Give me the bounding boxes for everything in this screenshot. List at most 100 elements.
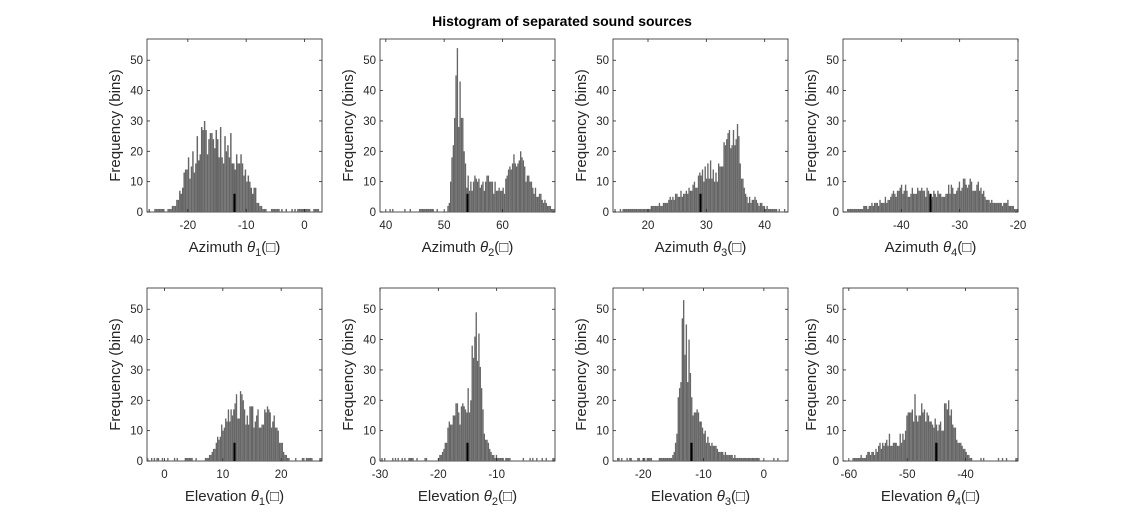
histogram-bar: [891, 445, 893, 461]
histogram-bar: [463, 406, 465, 461]
histogram-bar: [968, 184, 970, 212]
histogram-bar: [683, 193, 685, 212]
histogram-bar: [160, 208, 162, 212]
histogram-bar: [692, 184, 694, 212]
histogram-bar: [696, 187, 698, 212]
histogram-bar: [746, 196, 748, 212]
histogram-bar: [882, 442, 884, 461]
histogram-bar: [917, 421, 919, 461]
histogram-bar: [1001, 457, 1004, 461]
histogram-bar: [641, 208, 643, 212]
histogram-bar: [892, 442, 895, 461]
histogram-bar: [243, 409, 246, 461]
histogram-bar: [921, 403, 923, 461]
histogram-bar: [221, 157, 223, 212]
subplot-el4: 0 10 20 30 40 50 -60 -50 -40 Frequency (bins) Elev…: [803, 287, 1019, 508]
histogram-bar: [510, 169, 512, 212]
x-tick-label: 0: [301, 220, 307, 232]
histogram-bar: [718, 451, 720, 461]
histogram-bar: [703, 433, 705, 461]
histogram-bar: [716, 181, 718, 212]
histogram-bar: [427, 208, 429, 212]
histogram-bar: [700, 421, 702, 461]
histogram-bar: [249, 181, 251, 212]
histogram-bar: [483, 190, 485, 212]
histogram-bar: [538, 193, 541, 212]
histogram-bar: [472, 357, 475, 461]
histogram-bar: [186, 457, 188, 461]
histogram-bar: [724, 145, 727, 212]
histogram-bar: [677, 397, 679, 461]
histogram-bar: [314, 208, 317, 212]
histogram-bar: [230, 409, 232, 461]
histogram-bar: [875, 448, 877, 461]
histogram-bar: [507, 457, 510, 461]
x-tick-label: 10: [216, 469, 229, 481]
histogram-bar: [214, 148, 216, 212]
histogram-bar: [246, 415, 248, 461]
histogram-bar: [898, 445, 900, 461]
histogram-bar: [249, 406, 251, 461]
histogram-bar: [859, 457, 861, 461]
histogram-bar: [989, 202, 992, 212]
histogram-bar: [977, 181, 979, 212]
y-tick-label: 40: [596, 86, 609, 98]
histogram-bar: [490, 451, 492, 461]
histogram-bar: [987, 199, 989, 212]
histogram-bar: [732, 130, 735, 212]
histogram-bar: [894, 442, 896, 461]
histogram-bar: [264, 409, 266, 461]
histogram-bar: [212, 448, 215, 461]
histogram-bar: [275, 208, 277, 212]
histogram-bar: [637, 208, 639, 212]
histogram-bar: [687, 193, 689, 212]
histogram-bar: [863, 205, 865, 212]
histogram-bar: [873, 202, 876, 212]
histogram-bar: [1008, 205, 1010, 212]
histogram-bar: [305, 457, 308, 461]
histogram-bar: [190, 457, 192, 461]
histogram-bar: [735, 457, 737, 461]
histogram-bar: [493, 193, 495, 212]
histogram-bar: [747, 202, 749, 212]
histogram-bar: [859, 208, 861, 212]
histogram-bar: [938, 193, 940, 212]
histogram-bar: [553, 457, 555, 461]
histogram-bar: [898, 190, 900, 212]
histogram-bar: [751, 199, 753, 212]
histogram-bar: [459, 81, 461, 212]
histogram-bar: [748, 457, 751, 461]
histogram-bar: [969, 457, 971, 461]
histogram-bar: [468, 190, 471, 212]
histogram-bar: [765, 208, 767, 212]
y-tick-label: 50: [363, 304, 376, 316]
histogram-bar: [915, 415, 918, 461]
histogram-bar: [695, 412, 697, 461]
histogram-bar: [648, 208, 650, 212]
histogram-bar: [524, 166, 526, 212]
histogram-bar: [890, 196, 892, 212]
histogram-bar: [653, 205, 655, 212]
histogram-bar: [1004, 202, 1006, 212]
histogram-bar: [902, 433, 904, 461]
histogram-bar: [540, 193, 542, 212]
histogram-bar: [980, 187, 982, 212]
histogram-bar: [707, 163, 709, 212]
histogram-bar: [684, 193, 686, 212]
histogram-bar: [969, 178, 971, 212]
histogram-bar: [726, 454, 728, 461]
histogram-bar: [719, 166, 721, 212]
histogram-bar: [921, 187, 923, 212]
histogram-bar: [978, 190, 981, 212]
histogram-bar: [448, 421, 450, 461]
histogram-bar: [744, 193, 747, 212]
histogram-bar: [274, 427, 277, 461]
x-axis-label: Azimuth θ4(□): [885, 239, 977, 259]
y-tick-label: 30: [826, 116, 839, 128]
histogram-bar: [392, 457, 394, 461]
histogram-bar: [622, 208, 624, 212]
histogram-bar: [918, 415, 920, 461]
histogram-bar: [502, 457, 504, 461]
histogram-bar: [482, 181, 484, 212]
histogram-bar: [757, 202, 759, 212]
